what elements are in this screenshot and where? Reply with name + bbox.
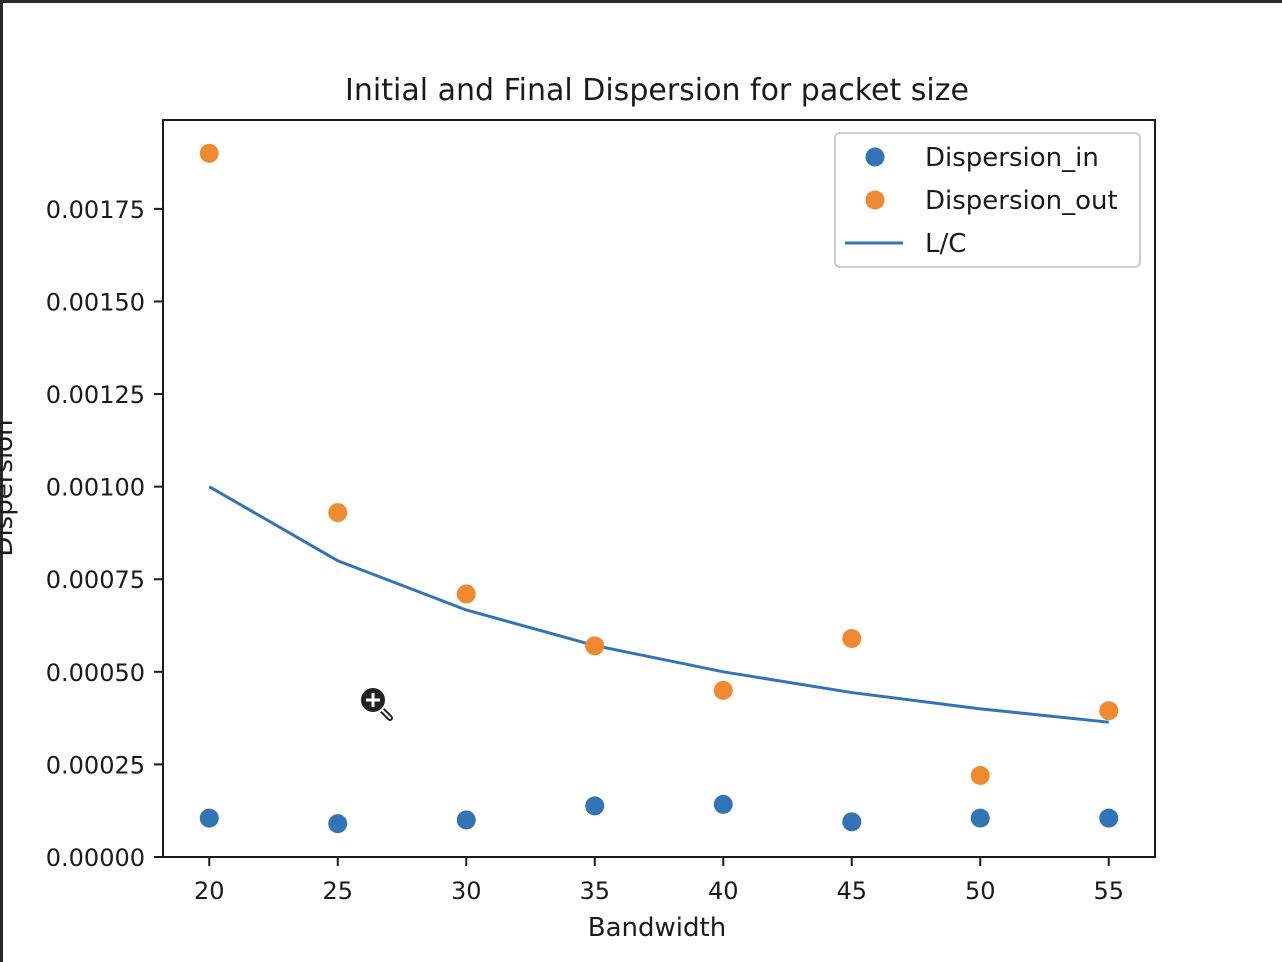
point-dispersion-out [970,766,990,786]
legend-label-l-c: L/C [925,229,966,259]
y-axis-title: Dispersion [0,419,19,556]
x-tick-label: 20 [194,877,225,905]
legend-label-dispersion-in: Dispersion_in [925,143,1099,173]
x-tick-label: 50 [965,877,996,905]
y-tick-label: 0.00100 [46,474,145,502]
y-tick-label: 0.00125 [46,381,145,409]
y-tick-label: 0.00050 [46,659,145,687]
x-tick-label: 35 [579,877,610,905]
x-axis-title: Bandwidth [588,913,726,943]
x-tick-label: 55 [1093,877,1124,905]
point-dispersion-in [456,810,476,830]
legend-box [834,132,1141,268]
point-dispersion-out [1099,701,1119,721]
point-dispersion-out [585,636,605,656]
legend-label-dispersion-out: Dispersion_out [925,186,1118,216]
point-dispersion-in [842,812,862,832]
x-tick-label: 30 [451,877,482,905]
point-dispersion-in [585,796,605,816]
zoom-in-icon [359,686,393,721]
y-tick-label: 0.00075 [46,566,145,594]
y-tick-label: 0.00150 [46,288,145,316]
line-series-l-c [208,485,1109,724]
y-tick-label: 0.00175 [46,196,145,224]
x-tick-label: 40 [708,877,739,905]
point-dispersion-in [199,808,219,828]
point-dispersion-in [970,808,990,828]
point-dispersion-out [456,584,476,604]
plot-frame [162,119,1156,858]
point-dispersion-out [713,680,733,700]
legend-marker-dispersion-in [865,147,885,167]
point-dispersion-in [328,814,348,834]
axes: 20 25 30 35 40 45 50 55 0.00000 0.00025 0.00050 0.0… [46,119,1156,905]
point-dispersion-in [1099,808,1119,828]
legend: Dispersion_in Dispersion_out L/C [834,132,1141,268]
point-dispersion-out [328,503,348,523]
y-tick-label: 0.00025 [46,751,145,779]
point-dispersion-out [842,628,862,648]
x-tick-label: 25 [322,877,353,905]
plot-marks [199,143,1119,834]
point-dispersion-out [199,143,219,163]
chart-title: Initial and Final Dispersion for packet … [345,73,969,108]
legend-marker-dispersion-out [865,190,885,210]
y-tick-label: 0.00000 [46,844,145,872]
point-dispersion-in [713,794,733,814]
x-tick-label: 45 [836,877,867,905]
